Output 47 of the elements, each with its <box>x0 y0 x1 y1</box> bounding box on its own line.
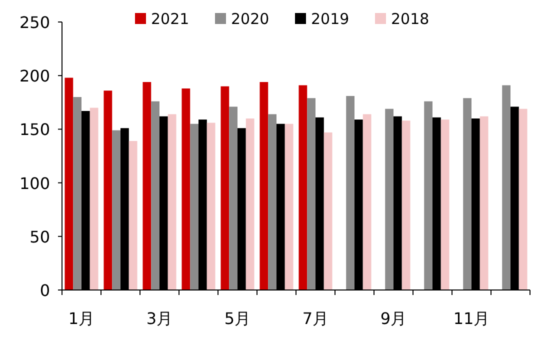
x-tick-label: 7月 <box>302 309 329 328</box>
bar <box>324 132 332 290</box>
bar <box>268 114 276 290</box>
bar <box>112 130 120 290</box>
x-tick-label: 11月 <box>453 309 490 328</box>
y-tick-label: 150 <box>19 120 50 140</box>
bar <box>307 98 316 290</box>
legend-label: 2018 <box>391 10 430 28</box>
bar <box>463 98 472 290</box>
x-tick-label: 3月 <box>146 309 173 328</box>
bar <box>298 85 308 290</box>
bar <box>206 122 216 290</box>
bar <box>229 106 238 290</box>
bar <box>480 116 488 290</box>
bar <box>284 124 294 290</box>
bar <box>220 86 230 290</box>
bar <box>362 114 372 290</box>
bar <box>260 82 268 290</box>
bar <box>402 120 410 290</box>
x-tick-label: 5月 <box>224 309 251 328</box>
x-tick-label: 9月 <box>380 309 407 328</box>
bar <box>142 82 152 290</box>
bar <box>128 140 138 290</box>
y-tick-label: 100 <box>19 174 50 193</box>
x-tick-label: 1月 <box>68 309 95 328</box>
bar <box>90 108 98 290</box>
bar <box>73 97 82 290</box>
bar <box>151 101 160 290</box>
bar <box>424 101 432 290</box>
bar <box>64 78 74 290</box>
bar <box>440 120 450 290</box>
bar <box>385 108 394 290</box>
y-tick-label: 250 <box>19 13 50 32</box>
bar <box>502 85 510 290</box>
bar <box>190 124 198 290</box>
bar <box>518 108 528 290</box>
y-tick-label: 50 <box>30 227 50 246</box>
bar <box>182 88 190 290</box>
bar <box>168 114 176 290</box>
bar <box>246 118 254 290</box>
legend-label: 2019 <box>311 10 350 28</box>
bar <box>104 90 112 290</box>
legend-label: 2020 <box>231 10 270 28</box>
legend-label: 2021 <box>151 10 190 28</box>
y-tick-label: 0 <box>40 281 50 300</box>
bar <box>346 96 354 290</box>
y-tick-label: 200 <box>19 66 50 86</box>
